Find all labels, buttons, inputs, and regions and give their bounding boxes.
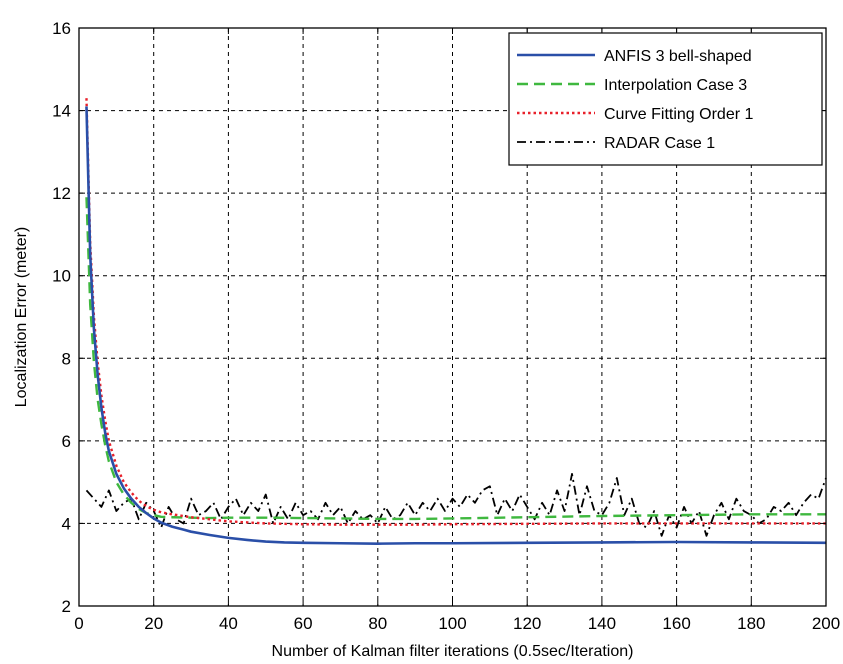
plot-series <box>85 98 827 545</box>
x-tick-label: 40 <box>219 614 238 633</box>
legend: ANFIS 3 bell-shaped Interpolation Case 3 C… <box>508 32 823 166</box>
legend-label-interpolation-case-3: Interpolation Case 3 <box>604 77 747 94</box>
legend-label-anfis-3-bell-shaped: ANFIS 3 bell-shaped <box>604 48 752 65</box>
series-line-interpolation-case-3 <box>85 197 826 521</box>
x-tick-label: 60 <box>294 614 313 633</box>
legend-label-curve-fitting-order-1: Curve Fitting Order 1 <box>604 106 753 123</box>
y-tick-label: 12 <box>52 184 71 203</box>
series-line-curve-fitting-order-1 <box>85 98 826 526</box>
x-tick-label: 80 <box>368 614 387 633</box>
legend-label-radar-case-1: RADAR Case 1 <box>604 135 715 152</box>
x-tick-label: 160 <box>662 614 690 633</box>
series-line-radar-case-1 <box>85 472 827 537</box>
y-tick-label: 4 <box>62 514 71 533</box>
x-tick-label: 200 <box>812 614 840 633</box>
y-tick-label: 6 <box>62 432 71 451</box>
y-axis-label: Localization Error (meter) <box>13 227 30 408</box>
x-tick-label: 100 <box>438 614 466 633</box>
y-tick-label: 8 <box>62 349 71 368</box>
y-tick-label: 16 <box>52 19 71 38</box>
axis-ticks: 0 20 40 60 80 100 120 140 160 180 200 2 4 6 8 10 12 14 16 <box>52 19 840 633</box>
x-tick-label: 0 <box>74 614 83 633</box>
x-tick-label: 140 <box>588 614 616 633</box>
x-tick-label: 20 <box>144 614 163 633</box>
x-tick-label: 180 <box>737 614 765 633</box>
series-line-anfis-3-bell-shaped <box>85 106 827 545</box>
y-tick-label: 10 <box>52 267 71 286</box>
x-tick-label: 120 <box>513 614 541 633</box>
x-axis-label: Number of Kalman filter iterations (0.5s… <box>272 643 634 660</box>
y-tick-label: 14 <box>52 102 71 121</box>
y-tick-label: 2 <box>62 597 71 616</box>
